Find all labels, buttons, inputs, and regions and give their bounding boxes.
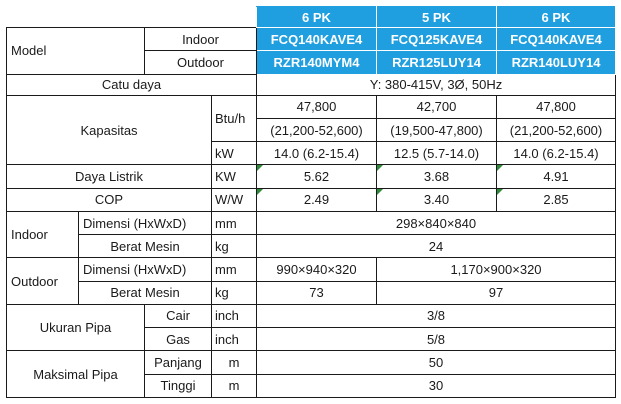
table-row: Indoor Dimensi (HxWxD) mm 298×840×840	[6, 210, 616, 259]
indoor-berat-unit: kg	[211, 234, 257, 259]
table-row: Outdoor RZR140MYM4 RZR125LUY14 RZR140LUY…	[7, 50, 616, 75]
kapasitas-label: Kapasitas	[6, 94, 212, 166]
btuh-range: (21,200-52,600)	[496, 117, 616, 143]
table-row: Daya Listrik KW 5.62 3.68 4.91	[6, 164, 616, 189]
outdoor-berat-label: Berat Mesin	[78, 280, 212, 305]
outdoor-dimensi-label: Dimensi (HxWxD)	[78, 257, 212, 282]
pk-cell: 6 PK	[256, 5, 377, 29]
outdoor-model-cell: RZR125LUY14	[376, 50, 497, 75]
outdoor-section-label: Outdoor	[6, 257, 79, 305]
cop-label: COP	[6, 187, 212, 212]
btuh-unit: Btu/h	[211, 94, 257, 143]
header-blank	[7, 7, 257, 28]
kw-value: 14.0 (6.2-15.4)	[256, 141, 377, 166]
table-row: Ukuran Pipa Cair inch 3/8	[6, 303, 616, 352]
table-row: (21,200-52,600) (19,500-47,800) (21,200-…	[7, 117, 616, 143]
indoor-model-cell: FCQ125KAVE4	[376, 27, 497, 52]
pk-cell: 5 PK	[376, 5, 497, 29]
model-label: Model	[6, 27, 145, 75]
outdoor-dimensi-value: 990×940×320	[256, 257, 377, 282]
table-row: Maksimal Pipa Panjang m 50	[6, 350, 616, 398]
daya-listrik-value: 5.62	[256, 164, 377, 189]
btuh-value: 47,800	[256, 94, 377, 119]
gas-unit: inch	[211, 327, 257, 352]
outdoor-dimensi-value: 1,170×900×320	[376, 257, 616, 282]
gas-value: 5/8	[256, 327, 616, 352]
outdoor-dimensi-unit: mm	[211, 257, 257, 282]
btuh-value: 47,800	[496, 94, 616, 119]
kw-unit: kW	[211, 141, 257, 166]
kw-value: 12.5 (5.7-14.0)	[376, 141, 497, 166]
catu-daya-value: Y: 380-415V, 3Ø, 50Hz	[256, 73, 616, 96]
table-row: Berat Mesin kg 73 97	[7, 280, 616, 305]
indoor-berat-label: Berat Mesin	[78, 234, 212, 259]
daya-listrik-value: 4.91	[496, 164, 616, 189]
kw-value: 14.0 (6.2-15.4)	[496, 141, 616, 166]
outdoor-berat-value: 97	[376, 280, 616, 305]
panjang-unit: m	[211, 350, 257, 375]
cop-unit: W/W	[211, 187, 257, 212]
model-outdoor-label: Outdoor	[144, 50, 257, 75]
table-row: Outdoor Dimensi (HxWxD) mm 990×940×320 1…	[6, 257, 616, 305]
tinggi-value: 30	[256, 373, 616, 399]
cop-value: 2.49	[256, 187, 377, 212]
ukuran-pipa-label: Ukuran Pipa	[6, 303, 145, 352]
indoor-dimensi-value: 298×840×840	[256, 210, 616, 236]
btuh-value: 42,700	[376, 94, 497, 119]
table-row: Kapasitas Btu/h 47,800 42,700 47,800	[6, 94, 616, 166]
spec-table: 6 PK 5 PK 6 PK Model Indoor FCQ140KAVE4 …	[6, 5, 616, 399]
panjang-value: 50	[256, 350, 616, 375]
cair-unit: inch	[211, 303, 257, 329]
daya-listrik-label: Daya Listrik	[6, 164, 212, 189]
catu-daya-label: Catu daya	[6, 73, 257, 96]
table-row: Catu daya Y: 380-415V, 3Ø, 50Hz	[6, 73, 616, 96]
cop-value: 3.40	[376, 187, 497, 212]
maksimal-pipa-label: Maksimal Pipa	[6, 350, 145, 398]
cop-value: 2.85	[496, 187, 616, 212]
table-row: 6 PK 5 PK 6 PK	[7, 5, 616, 29]
btuh-range: (21,200-52,600)	[256, 117, 377, 143]
gas-label: Gas	[144, 327, 212, 352]
pk-cell: 6 PK	[496, 5, 616, 29]
outdoor-model-cell: RZR140LUY14	[496, 50, 616, 75]
tinggi-unit: m	[211, 373, 257, 399]
indoor-section-label: Indoor	[6, 210, 79, 259]
indoor-dimensi-unit: mm	[211, 210, 257, 236]
indoor-berat-value: 24	[256, 234, 616, 259]
outdoor-berat-value: 73	[256, 280, 377, 305]
table-row: Tinggi m 30	[7, 373, 616, 399]
model-indoor-label: Indoor	[144, 27, 257, 52]
daya-listrik-value: 3.68	[376, 164, 497, 189]
outdoor-berat-unit: kg	[211, 280, 257, 305]
tinggi-label: Tinggi	[144, 373, 212, 399]
btuh-range: (19,500-47,800)	[376, 117, 497, 143]
cair-label: Cair	[144, 303, 212, 329]
indoor-model-cell: FCQ140KAVE4	[256, 27, 377, 52]
panjang-label: Panjang	[144, 350, 212, 375]
daya-listrik-unit: KW	[211, 164, 257, 189]
indoor-dimensi-label: Dimensi (HxWxD)	[78, 210, 212, 236]
table-row: COP W/W 2.49 3.40 2.85	[6, 187, 616, 212]
table-row: Model Indoor FCQ140KAVE4 FCQ125KAVE4 FCQ…	[6, 27, 616, 75]
indoor-model-cell: FCQ140KAVE4	[496, 27, 616, 52]
table-row: kW 14.0 (6.2-15.4) 12.5 (5.7-14.0) 14.0 …	[7, 141, 616, 166]
cair-value: 3/8	[256, 303, 616, 329]
outdoor-model-cell: RZR140MYM4	[256, 50, 377, 75]
table-row: Berat Mesin kg 24	[7, 234, 616, 259]
